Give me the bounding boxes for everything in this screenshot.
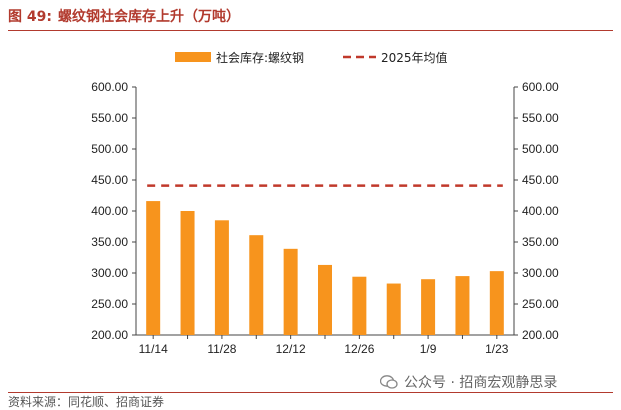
bar bbox=[489, 271, 504, 335]
bar bbox=[249, 235, 264, 335]
bar bbox=[214, 220, 229, 335]
figure-title-bar: 图 49: 螺纹钢社会库存上升（万吨） bbox=[8, 6, 613, 31]
watermark: 公众号 · 招商宏观静思录 bbox=[379, 372, 558, 392]
x-tick-label: 1/9 bbox=[420, 342, 437, 356]
y-tick-label-right: 450.00 bbox=[522, 173, 559, 187]
y-tick-label-left: 250.00 bbox=[91, 297, 128, 311]
x-tick-label: 12/12 bbox=[276, 342, 306, 356]
figure-number: 图 49: bbox=[8, 9, 52, 25]
x-axis: 11/14 11/28 12/12 12/26 1/9 1/23 bbox=[136, 334, 514, 356]
y-tick-label-right: 250.00 bbox=[522, 297, 559, 311]
legend: 社会库存:螺纹钢 2025年均值 bbox=[175, 50, 448, 65]
bar-series bbox=[146, 201, 504, 335]
y-tick-label-left: 550.00 bbox=[91, 111, 128, 125]
legend-swatch-bars bbox=[175, 52, 211, 62]
y-tick-label-left: 500.00 bbox=[91, 142, 128, 156]
y-tick-label-right: 550.00 bbox=[522, 111, 559, 125]
y-tick-label-right: 350.00 bbox=[522, 235, 559, 249]
y-axis-right: 200.00 250.00 300.00 350.00 400.00 450.00 500.… bbox=[513, 80, 559, 342]
footer-divider bbox=[8, 392, 613, 393]
y-tick-label-right: 200.00 bbox=[522, 328, 559, 342]
x-tick-label: 11/14 bbox=[139, 342, 168, 356]
bar bbox=[180, 211, 195, 335]
legend-label-bars: 社会库存:螺纹钢 bbox=[216, 50, 304, 65]
y-tick-label-left: 600.00 bbox=[91, 80, 128, 94]
bar bbox=[386, 283, 401, 335]
wechat-icon bbox=[379, 375, 398, 389]
x-tick-label: 1/23 bbox=[485, 342, 509, 356]
bar bbox=[283, 248, 298, 335]
y-tick-label-right: 300.00 bbox=[522, 266, 559, 280]
y-tick-label-right: 400.00 bbox=[522, 204, 559, 218]
bar bbox=[352, 276, 367, 335]
bar bbox=[421, 279, 436, 335]
legend-label-average: 2025年均值 bbox=[381, 50, 448, 65]
y-tick-label-left: 200.00 bbox=[91, 328, 128, 342]
y-tick-label-left: 400.00 bbox=[91, 204, 128, 218]
y-tick-label-right: 600.00 bbox=[522, 80, 559, 94]
bar bbox=[318, 264, 332, 335]
x-tick-label: 11/28 bbox=[207, 342, 236, 356]
bar bbox=[146, 201, 161, 335]
y-tick-label-left: 450.00 bbox=[91, 173, 128, 187]
source-note: 资料来源：同花顺、招商证券 bbox=[8, 395, 165, 409]
y-tick-label-right: 500.00 bbox=[522, 142, 559, 156]
y-tick-label-left: 300.00 bbox=[91, 266, 128, 280]
watermark-text: 公众号 · 招商宏观静思录 bbox=[404, 375, 558, 391]
y-tick-label-left: 350.00 bbox=[91, 235, 128, 249]
bar bbox=[455, 276, 470, 335]
figure-title: 螺纹钢社会库存上升（万吨） bbox=[57, 9, 240, 25]
y-axis-left: 200.00 250.00 300.00 350.00 400.00 450.00 500.… bbox=[91, 80, 137, 342]
x-tick-label: 12/26 bbox=[344, 342, 374, 356]
